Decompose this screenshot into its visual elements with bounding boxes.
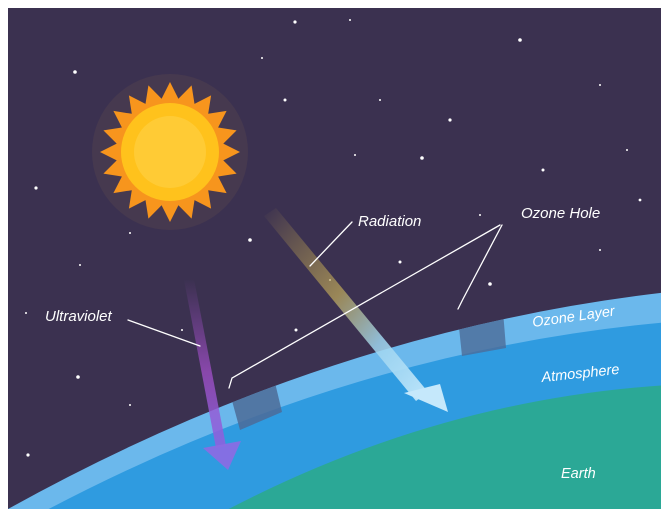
star [294, 328, 298, 332]
star [379, 99, 381, 101]
star [488, 282, 492, 286]
star [599, 249, 601, 251]
star [349, 19, 351, 21]
star [293, 20, 297, 24]
star [479, 214, 481, 216]
leader-lines [127, 221, 503, 389]
ultraviolet-label: Ultraviolet [45, 308, 113, 325]
star [599, 84, 601, 86]
stars [25, 19, 642, 457]
star [638, 198, 642, 202]
star [79, 264, 81, 266]
sun-core-highlight [134, 116, 206, 188]
star [518, 38, 522, 42]
star [448, 118, 452, 122]
star [34, 186, 38, 190]
ultraviolet-arrow-head [203, 441, 241, 470]
star [181, 329, 183, 331]
ozone-hole-leader-left [228, 224, 501, 389]
star [76, 375, 80, 379]
star [248, 238, 252, 242]
star [73, 70, 77, 74]
star [354, 154, 356, 156]
star [26, 453, 30, 457]
star [398, 260, 402, 264]
star [129, 232, 131, 234]
star [541, 168, 545, 172]
star [420, 156, 424, 160]
earth-label: Earth [561, 466, 596, 482]
star [626, 149, 628, 151]
sun-icon [92, 74, 248, 230]
ultraviolet-arrow [184, 279, 241, 470]
star [25, 312, 27, 314]
ultraviolet-arrow-shaft [184, 279, 226, 448]
ozone-hole-leader-right [457, 224, 503, 310]
star [129, 404, 131, 406]
ultraviolet-leader [127, 319, 201, 347]
ozone-hole-label: Ozone Hole [521, 205, 600, 222]
radiation-arrow-head [404, 384, 448, 412]
earth-surface [190, 385, 661, 509]
radiation-label: Radiation [358, 213, 421, 230]
star [261, 57, 263, 59]
star [283, 98, 287, 102]
radiation-arrow-shaft [264, 208, 428, 401]
radiation-arrow [264, 208, 448, 412]
radiation-leader [309, 221, 353, 267]
